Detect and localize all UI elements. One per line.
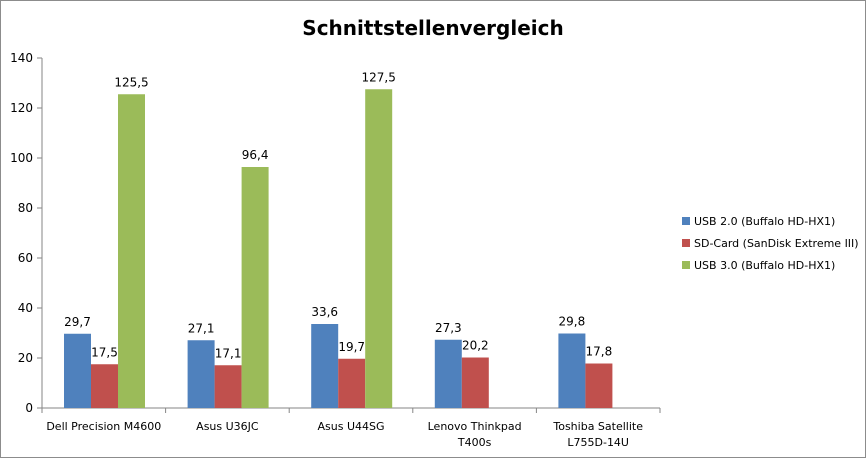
bars bbox=[64, 89, 613, 408]
data-label: 29,7 bbox=[64, 315, 91, 329]
data-label: 27,1 bbox=[188, 321, 215, 335]
bar bbox=[311, 324, 339, 408]
data-label: 125,5 bbox=[114, 75, 148, 89]
legend-swatch bbox=[682, 261, 690, 269]
data-label: 17,1 bbox=[215, 346, 242, 360]
bar bbox=[338, 358, 366, 408]
y-tick-label: 100 bbox=[10, 151, 33, 165]
legend: USB 2.0 (Buffalo HD-HX1) SD-Card (SanDisk… bbox=[682, 215, 859, 272]
legend-label: USB 3.0 (Buffalo HD-HX1) bbox=[694, 259, 835, 272]
bar bbox=[64, 333, 91, 408]
y-tick-label: 80 bbox=[18, 201, 33, 215]
legend-label: SD-Card (SanDisk Extreme III) bbox=[694, 237, 859, 250]
legend-swatch bbox=[682, 239, 690, 247]
data-label: 29,8 bbox=[559, 315, 586, 329]
x-category-label: Asus U44SG bbox=[317, 420, 384, 433]
bar bbox=[461, 357, 489, 408]
y-tick-label: 40 bbox=[18, 301, 33, 315]
x-category-label: Lenovo Thinkpad T400s bbox=[428, 420, 522, 449]
data-label: 127,5 bbox=[362, 70, 396, 84]
chart-title: Schnittstellenvergleich bbox=[302, 16, 563, 40]
data-label: 27,3 bbox=[435, 321, 462, 335]
data-label: 96,4 bbox=[242, 148, 269, 162]
data-label: 17,5 bbox=[91, 345, 118, 359]
data-label: 17,8 bbox=[586, 345, 613, 359]
bar bbox=[214, 365, 242, 408]
data-label: 33,6 bbox=[311, 305, 338, 319]
y-tick-label: 120 bbox=[10, 101, 33, 115]
bar bbox=[187, 340, 215, 408]
legend-swatch bbox=[682, 217, 690, 225]
y-tick-label: 0 bbox=[25, 401, 33, 415]
bar bbox=[434, 339, 462, 408]
bar bbox=[91, 364, 118, 408]
axes: 0 20 40 60 80 100 120 140 Dell Precision M4600 As… bbox=[10, 51, 661, 449]
x-category-label: Dell Precision M4600 bbox=[46, 420, 161, 433]
x-category-label: Asus U36JC bbox=[196, 420, 259, 433]
y-tick-label: 140 bbox=[10, 51, 33, 65]
data-labels: 29,7 27,1 33,6 27,3 29,8 17,5 17,1 19,7 20,2 17,8… bbox=[64, 70, 612, 360]
data-label: 19,7 bbox=[338, 340, 365, 354]
bar bbox=[118, 94, 145, 408]
legend-label: USB 2.0 (Buffalo HD-HX1) bbox=[694, 215, 835, 228]
data-label: 20,2 bbox=[462, 339, 489, 353]
bar bbox=[365, 89, 393, 408]
bar bbox=[241, 167, 269, 408]
bar bbox=[585, 363, 613, 408]
x-category-label: Toshiba Satellite L755D-14U bbox=[552, 420, 643, 449]
bar bbox=[558, 333, 586, 408]
y-tick-label: 20 bbox=[18, 351, 33, 365]
y-tick-label: 60 bbox=[18, 251, 33, 265]
